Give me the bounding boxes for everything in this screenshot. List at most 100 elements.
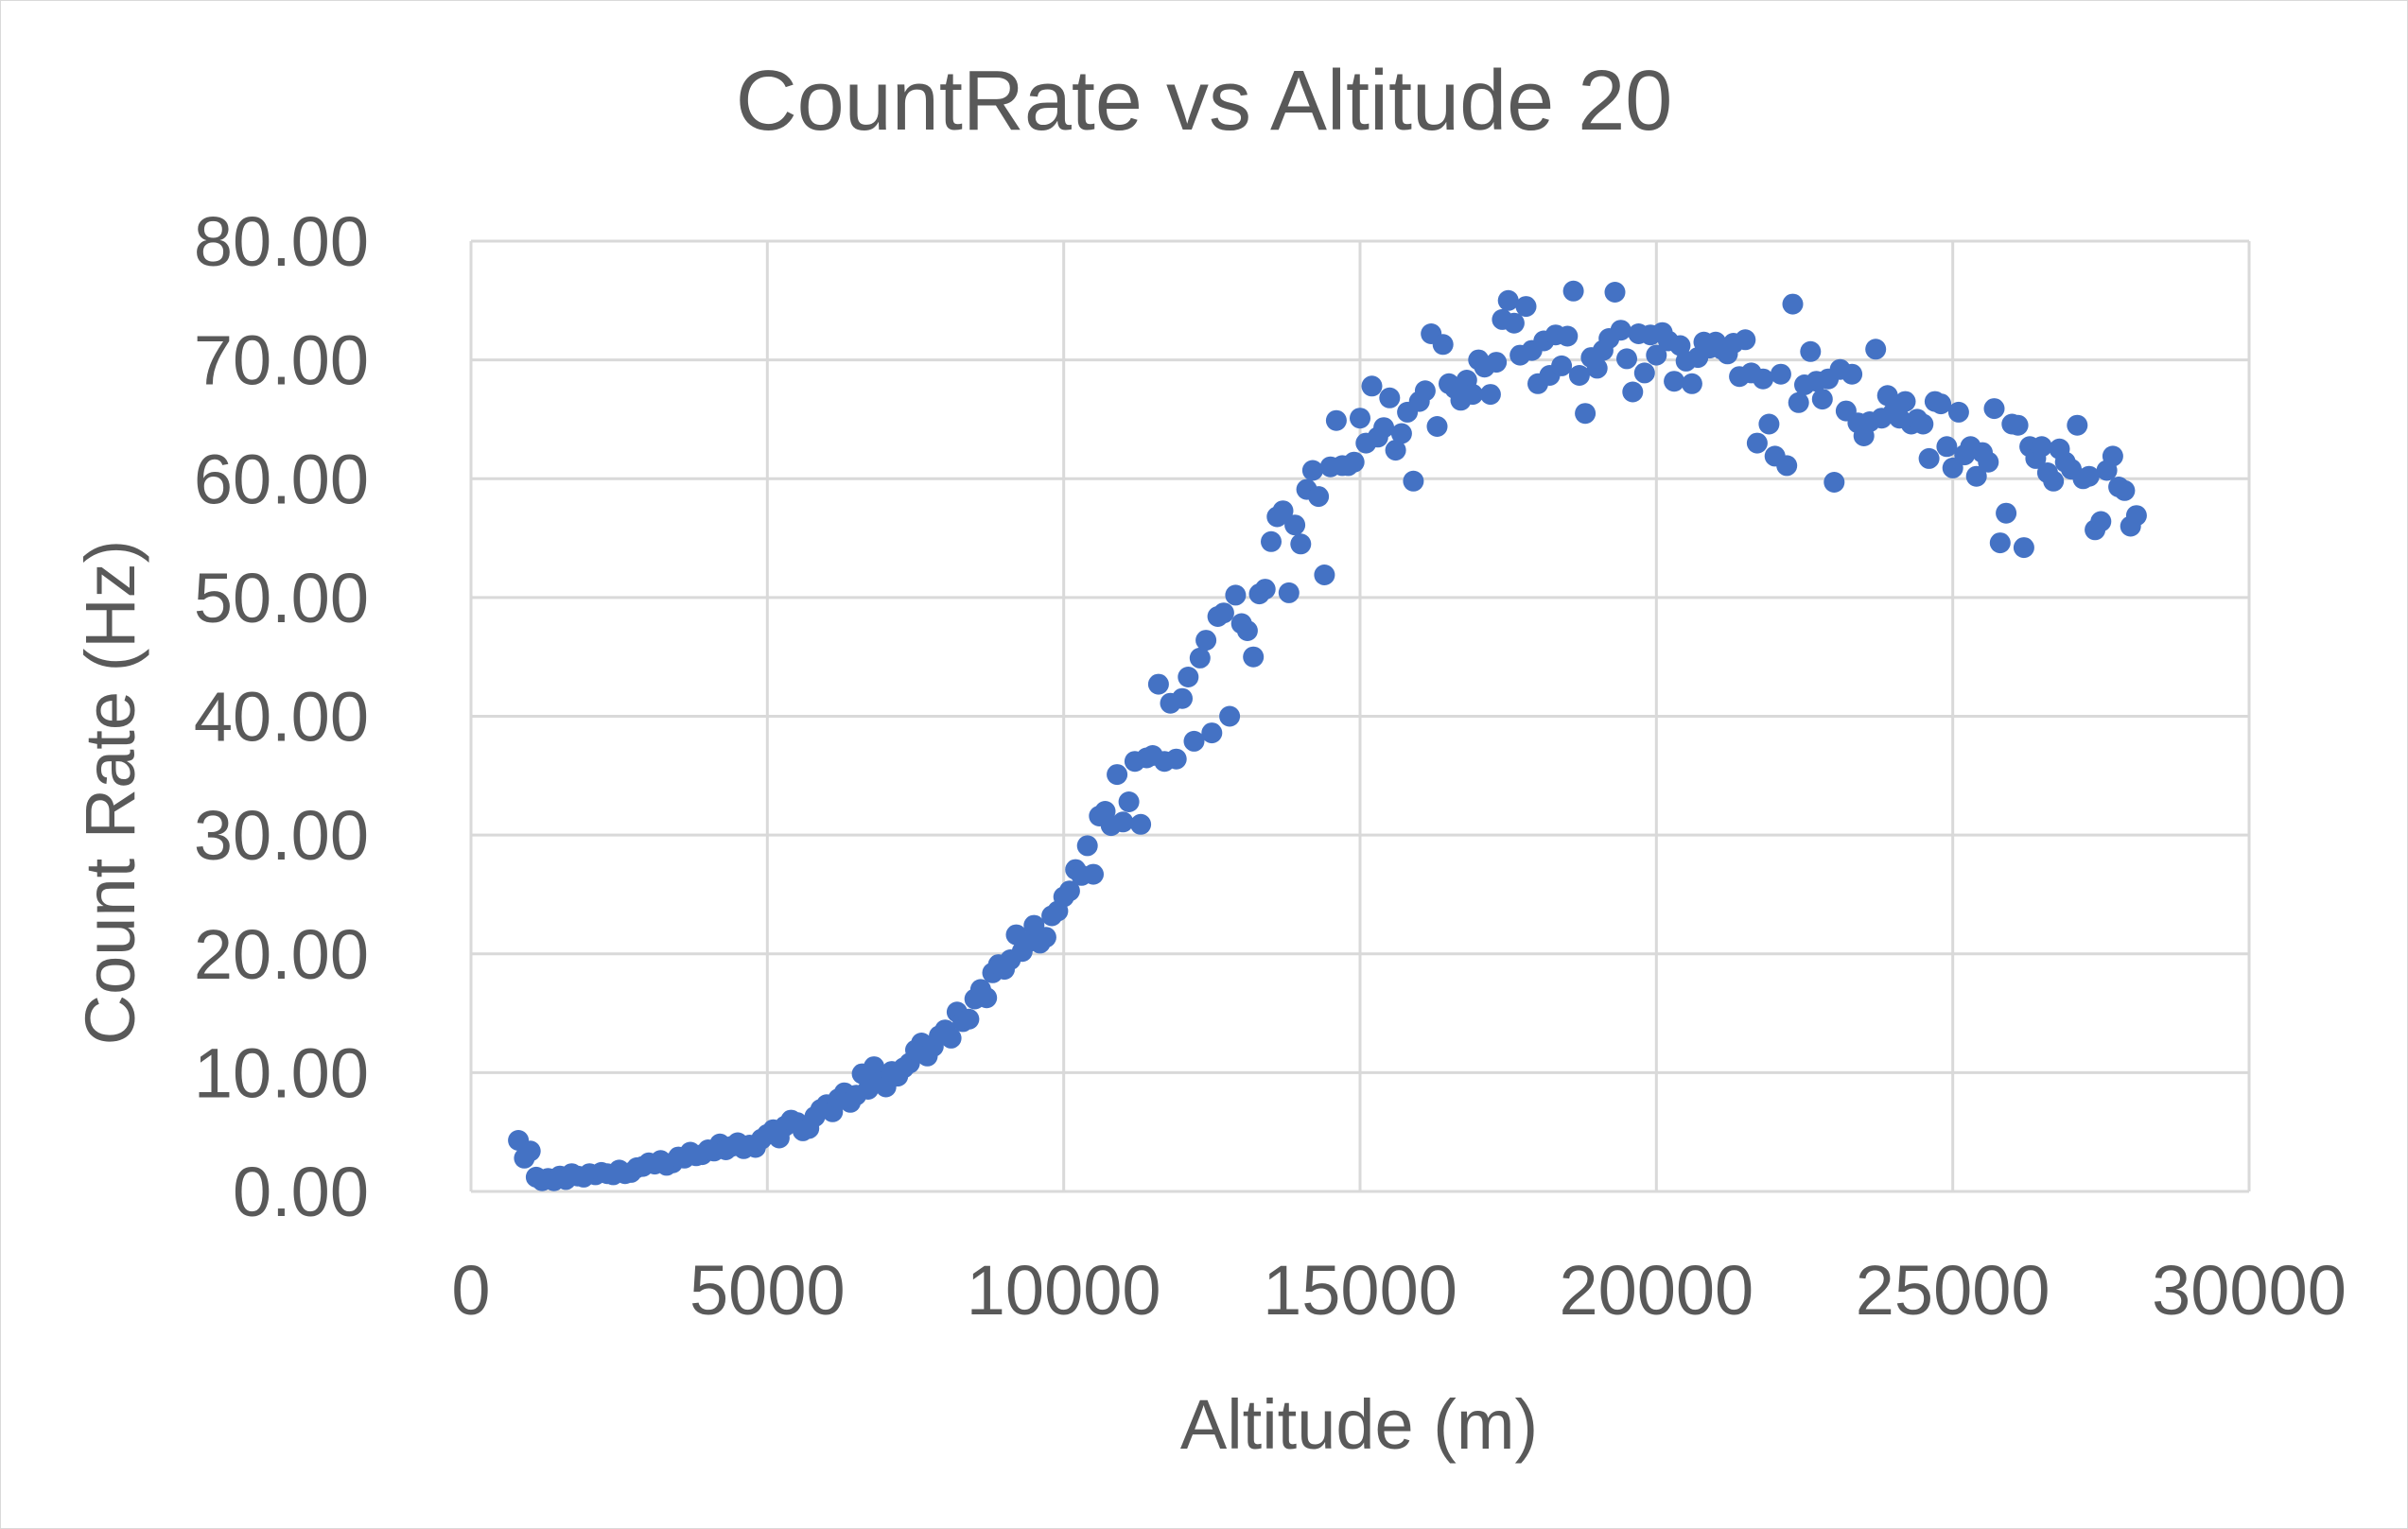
data-point <box>1782 293 1804 315</box>
data-point <box>2114 479 2136 501</box>
data-point <box>1965 465 1987 487</box>
x-axis-tick-labels: 0 5000 10000 15000 20000 25000 30000 <box>451 1251 2346 1329</box>
data-point <box>1432 334 1454 356</box>
x-tick-label: 20000 <box>1559 1251 1754 1329</box>
data-point <box>1390 423 1412 444</box>
x-tick-label: 0 <box>451 1251 490 1329</box>
data-point <box>958 1008 980 1030</box>
data-point <box>1894 391 1916 412</box>
data-point <box>2013 537 2034 559</box>
data-point <box>1776 455 1798 477</box>
data-point <box>2007 414 2029 436</box>
data-point <box>1568 365 1590 386</box>
data-point <box>1503 312 1525 334</box>
data-point <box>1083 863 1104 885</box>
data-point <box>1035 927 1056 948</box>
data-point <box>1165 748 1187 770</box>
data-point <box>1076 835 1098 857</box>
x-tick-label: 10000 <box>967 1251 1161 1329</box>
data-point <box>1343 451 1365 473</box>
data-point <box>1183 730 1205 752</box>
data-point <box>1254 579 1276 600</box>
data-point <box>1479 384 1501 406</box>
data-point <box>1865 339 1887 360</box>
data-point <box>1604 282 1626 303</box>
data-point <box>1147 673 1169 695</box>
data-point <box>1350 408 1370 429</box>
data-point <box>1172 687 1193 709</box>
data-point <box>1414 380 1436 402</box>
y-tick-label: 60.00 <box>194 440 369 518</box>
data-point <box>2102 445 2123 467</box>
y-axis-tick-labels: 0.00 10.00 20.00 30.00 40.00 50.00 60.00 70.00 8… <box>194 202 369 1231</box>
data-point <box>1551 355 1573 376</box>
data-point <box>1325 409 1347 431</box>
data-point <box>1243 646 1265 668</box>
data-point <box>1130 813 1152 835</box>
data-point <box>1770 363 1791 385</box>
y-tick-label: 80.00 <box>194 202 369 281</box>
data-point <box>1735 329 1756 351</box>
data-point <box>1261 530 1282 552</box>
data-point <box>1746 432 1768 454</box>
data-point <box>1462 384 1484 406</box>
data-point <box>1225 584 1247 606</box>
data-point <box>1936 436 1958 458</box>
data-point <box>1497 289 1519 311</box>
data-point <box>1788 391 1809 413</box>
y-axis-title: Count Rate (Hz) <box>71 540 149 1046</box>
data-point <box>1610 320 1632 341</box>
data-point <box>1486 352 1508 374</box>
x-tick-label: 30000 <box>2152 1251 2347 1329</box>
y-tick-label: 20.00 <box>194 915 369 994</box>
data-point <box>1616 348 1637 370</box>
data-point <box>1562 280 1584 302</box>
data-point <box>1426 416 1448 437</box>
data-point <box>1118 791 1140 812</box>
data-point <box>1058 880 1080 902</box>
data-point <box>1236 620 1258 641</box>
x-tick-label: 5000 <box>689 1251 846 1329</box>
data-point <box>2043 470 2065 492</box>
data-point <box>1361 375 1383 397</box>
data-point <box>1201 722 1223 744</box>
data-point <box>1515 296 1537 318</box>
data-point <box>1112 811 1134 833</box>
data-point <box>1403 470 1424 492</box>
x-tick-label: 15000 <box>1263 1251 1457 1329</box>
data-point <box>1753 368 1774 390</box>
data-point <box>1308 486 1330 508</box>
data-point <box>1947 401 1969 423</box>
data-point <box>1178 667 1199 687</box>
data-point <box>1575 403 1597 425</box>
x-axis-title: Altitude (m) <box>1180 1385 1538 1464</box>
data-point <box>1284 514 1306 536</box>
y-tick-label: 0.00 <box>233 1153 369 1231</box>
x-tick-label: 25000 <box>1856 1251 2050 1329</box>
data-point <box>2067 414 2088 436</box>
data-point <box>1989 532 2011 554</box>
data-point <box>1912 413 1934 435</box>
y-tick-label: 30.00 <box>194 796 369 875</box>
y-tick-label: 70.00 <box>194 321 369 400</box>
data-point <box>1918 447 1940 469</box>
data-point <box>2090 511 2112 532</box>
data-point <box>1195 630 1217 652</box>
data-point <box>2078 465 2100 487</box>
data-point <box>2125 505 2147 527</box>
data-points <box>508 280 2147 1191</box>
chart-title: CountRate vs Altitude 20 <box>736 54 1673 148</box>
data-point <box>1272 500 1294 522</box>
data-point <box>1681 373 1702 394</box>
data-point <box>1278 582 1300 603</box>
data-point <box>976 987 998 1009</box>
y-tick-label: 50.00 <box>194 559 369 637</box>
data-point <box>1290 533 1312 555</box>
data-point <box>1219 705 1241 727</box>
data-point <box>1557 325 1579 347</box>
data-point <box>1189 647 1211 669</box>
data-point <box>1213 602 1234 624</box>
data-point <box>1664 371 1685 392</box>
data-point <box>1800 340 1822 362</box>
